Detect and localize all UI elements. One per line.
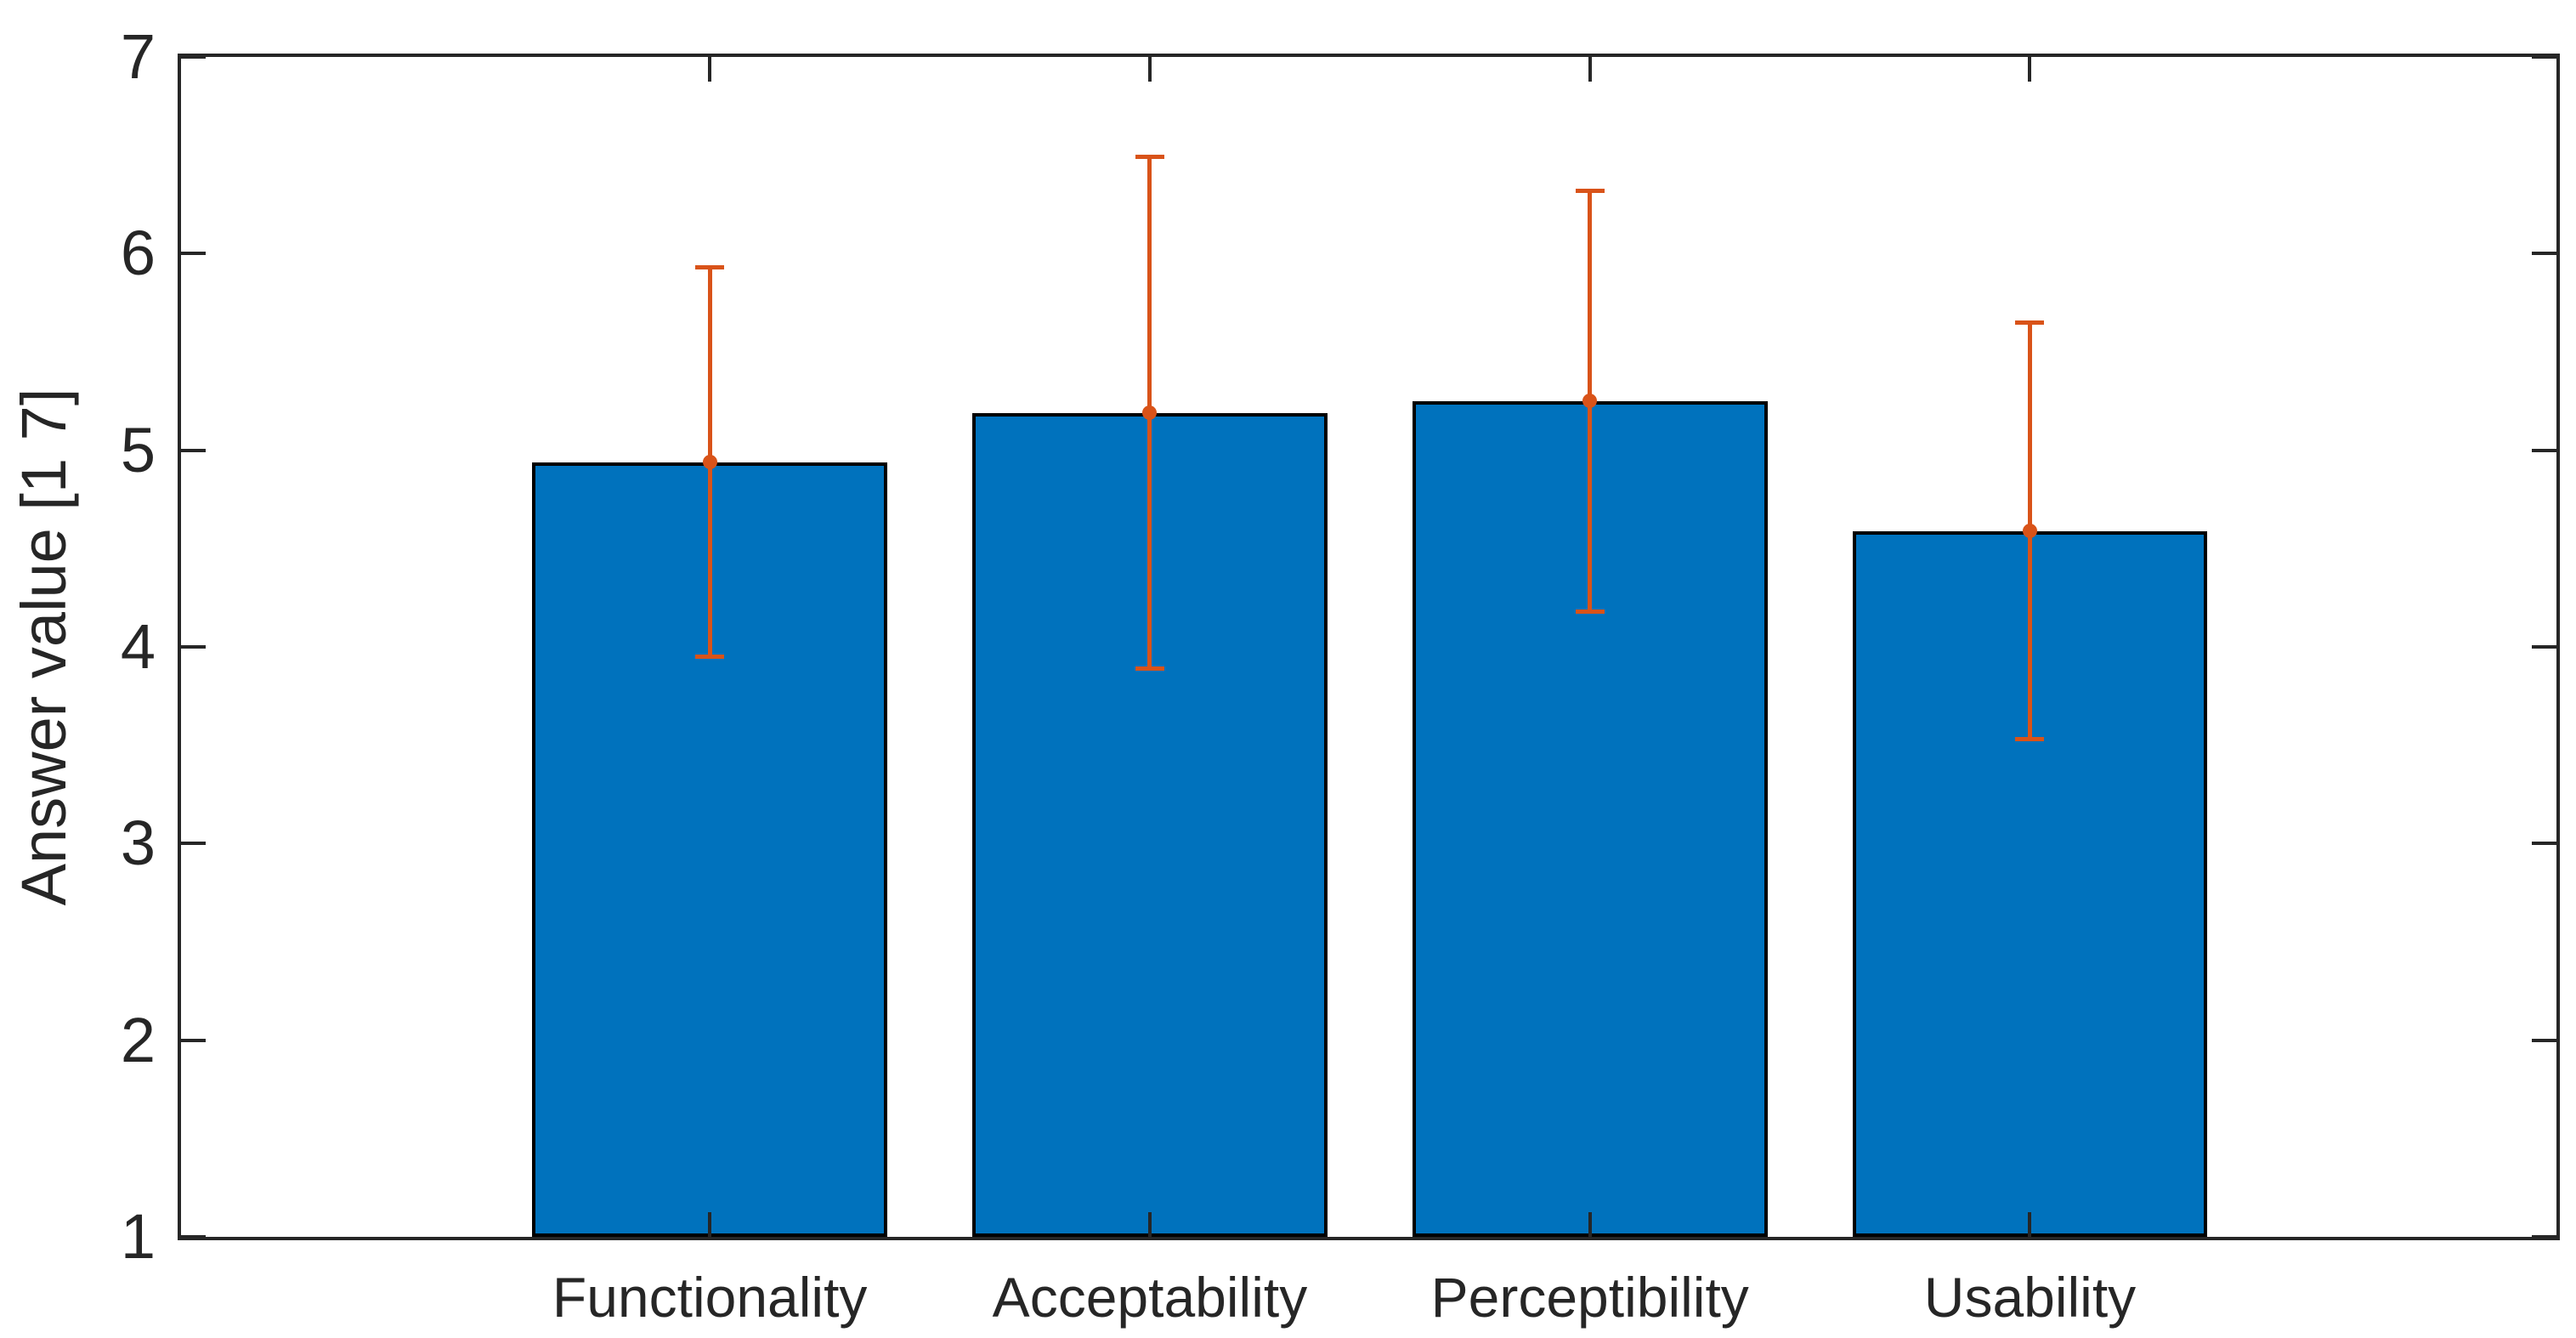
y-tick-mark-right <box>2532 842 2556 846</box>
x-tick-mark-top <box>1147 57 1152 82</box>
error-bar-mean-marker <box>1142 405 1158 421</box>
error-bar-cap-bottom <box>1135 666 1164 671</box>
plot-inner-area <box>181 55 2556 1239</box>
error-bar-cap-bottom <box>1575 609 1605 614</box>
error-bar-mean-marker <box>1582 394 1598 409</box>
y-tick-label: 4 <box>120 611 156 682</box>
y-tick-mark-left <box>181 55 206 59</box>
x-tick-label-functionality: Functionality <box>552 1266 868 1329</box>
x-axis-tick-labels: Functionality Acceptability Perceptibility… <box>0 1269 2576 1337</box>
error-bar-cap-bottom <box>695 655 725 660</box>
y-tick-mark-right <box>2532 448 2556 452</box>
x-tick-mark-top <box>1588 57 1592 82</box>
error-bar-cap-top <box>2015 320 2045 325</box>
x-tick-mark-bottom <box>1588 1212 1592 1237</box>
x-tick-mark-bottom <box>2028 1212 2032 1237</box>
error-bar-cap-bottom <box>2015 737 2045 742</box>
y-tick-mark-right <box>2532 55 2556 59</box>
y-tick-mark-left <box>181 448 206 452</box>
error-bar-cap-top <box>1575 188 1605 193</box>
x-tick-label-acceptability: Acceptability <box>992 1266 1308 1329</box>
y-tick-label: 2 <box>120 1004 156 1075</box>
error-bar-cap-top <box>695 265 725 270</box>
y-tick-label: 6 <box>120 218 156 289</box>
y-tick-mark-left <box>181 252 206 256</box>
y-tick-mark-right <box>2532 645 2556 649</box>
y-tick-mark-left <box>181 842 206 846</box>
y-axis-tick-labels: 1 2 3 4 5 6 7 <box>0 0 178 1338</box>
y-tick-mark-right <box>2532 252 2556 256</box>
error-bar-mean-marker <box>2022 524 2037 538</box>
error-bar-mean-marker <box>702 455 717 470</box>
x-tick-label-usability: Usability <box>1923 1266 2137 1329</box>
plot-area <box>178 54 2560 1240</box>
y-tick-mark-right <box>2532 1038 2556 1042</box>
x-tick-mark-bottom <box>1147 1212 1152 1237</box>
y-tick-mark-left <box>181 645 206 649</box>
error-bar-cap-top <box>1135 155 1164 160</box>
x-tick-label-perceptibility: Perceptibility <box>1430 1266 1749 1329</box>
y-tick-label: 1 <box>120 1201 156 1272</box>
y-tick-label: 7 <box>120 21 156 92</box>
y-tick-mark-right <box>2532 1235 2556 1239</box>
bar-usability <box>1852 530 2208 1237</box>
x-tick-mark-top <box>708 57 712 82</box>
x-tick-mark-top <box>2028 57 2032 82</box>
y-tick-label: 3 <box>120 808 156 879</box>
y-tick-mark-left <box>181 1235 206 1239</box>
y-tick-mark-left <box>181 1038 206 1042</box>
x-tick-mark-bottom <box>708 1212 712 1237</box>
y-tick-label: 5 <box>120 414 156 485</box>
